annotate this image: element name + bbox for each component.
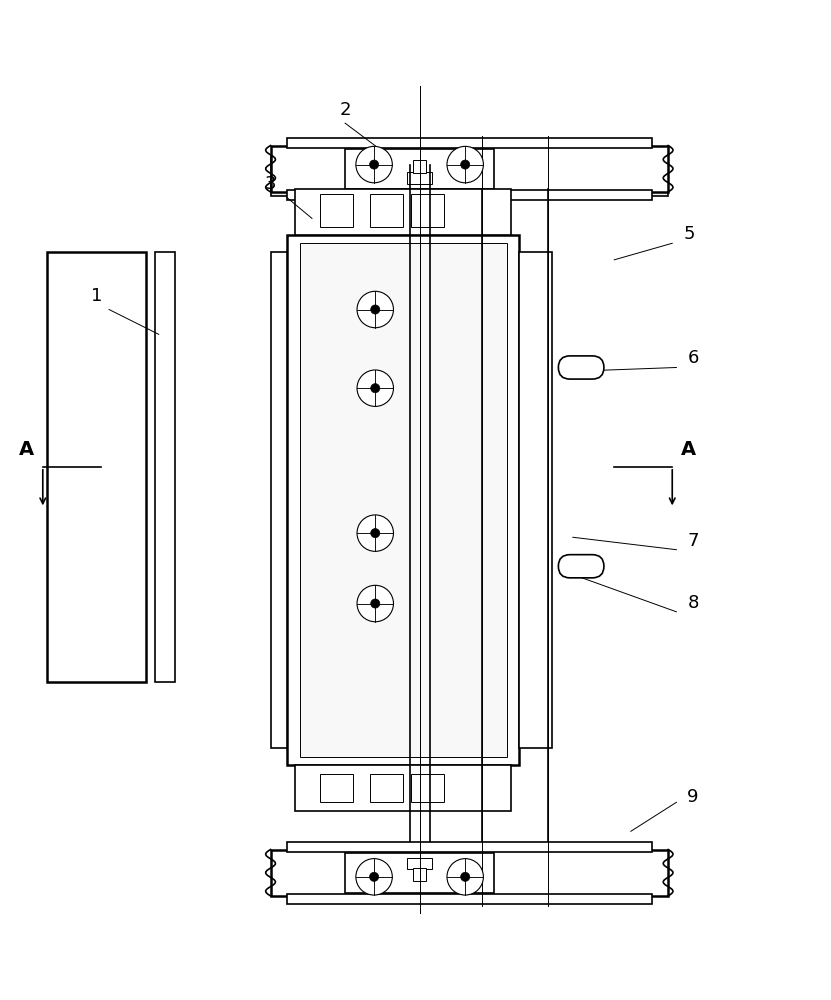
Bar [288,894,652,904]
Bar [413,868,426,881]
Circle shape [357,515,393,551]
Bar [519,252,552,748]
Text: 6: 6 [687,349,699,367]
Text: 2: 2 [339,101,351,119]
Bar [370,194,403,227]
Text: 5: 5 [683,225,695,243]
Bar [295,765,511,811]
Circle shape [371,305,380,314]
Bar [411,194,445,227]
Bar [271,146,668,192]
Bar [155,252,175,682]
Text: A: A [681,440,696,459]
Bar [271,850,668,896]
Bar [320,194,353,227]
Circle shape [447,146,484,183]
Circle shape [370,160,379,169]
Bar [345,149,494,189]
Circle shape [357,291,393,328]
Text: A: A [18,440,34,459]
Bar [345,853,494,893]
Text: 7: 7 [687,532,699,550]
FancyBboxPatch shape [558,555,604,578]
Circle shape [371,529,380,538]
Bar [370,774,403,802]
Circle shape [447,859,484,895]
Bar [295,189,511,235]
Bar [47,252,146,682]
Bar [407,172,432,184]
Bar [288,190,652,200]
Circle shape [370,872,379,881]
Circle shape [357,370,393,406]
Circle shape [356,146,392,183]
Circle shape [356,859,392,895]
Bar [413,160,426,173]
Bar [271,157,668,196]
Text: 3: 3 [265,175,277,193]
Text: 8: 8 [687,594,699,612]
Bar [288,842,652,852]
Bar [320,774,353,802]
Bar [407,858,432,869]
Circle shape [371,384,380,393]
Circle shape [371,599,380,608]
Bar [411,774,445,802]
Bar [271,252,288,748]
Bar [288,235,519,765]
Circle shape [357,585,393,622]
Text: 9: 9 [687,788,699,806]
Bar [299,243,507,757]
Text: 1: 1 [91,287,102,305]
FancyBboxPatch shape [558,356,604,379]
Circle shape [460,872,470,881]
Circle shape [460,160,470,169]
Bar [288,138,652,148]
